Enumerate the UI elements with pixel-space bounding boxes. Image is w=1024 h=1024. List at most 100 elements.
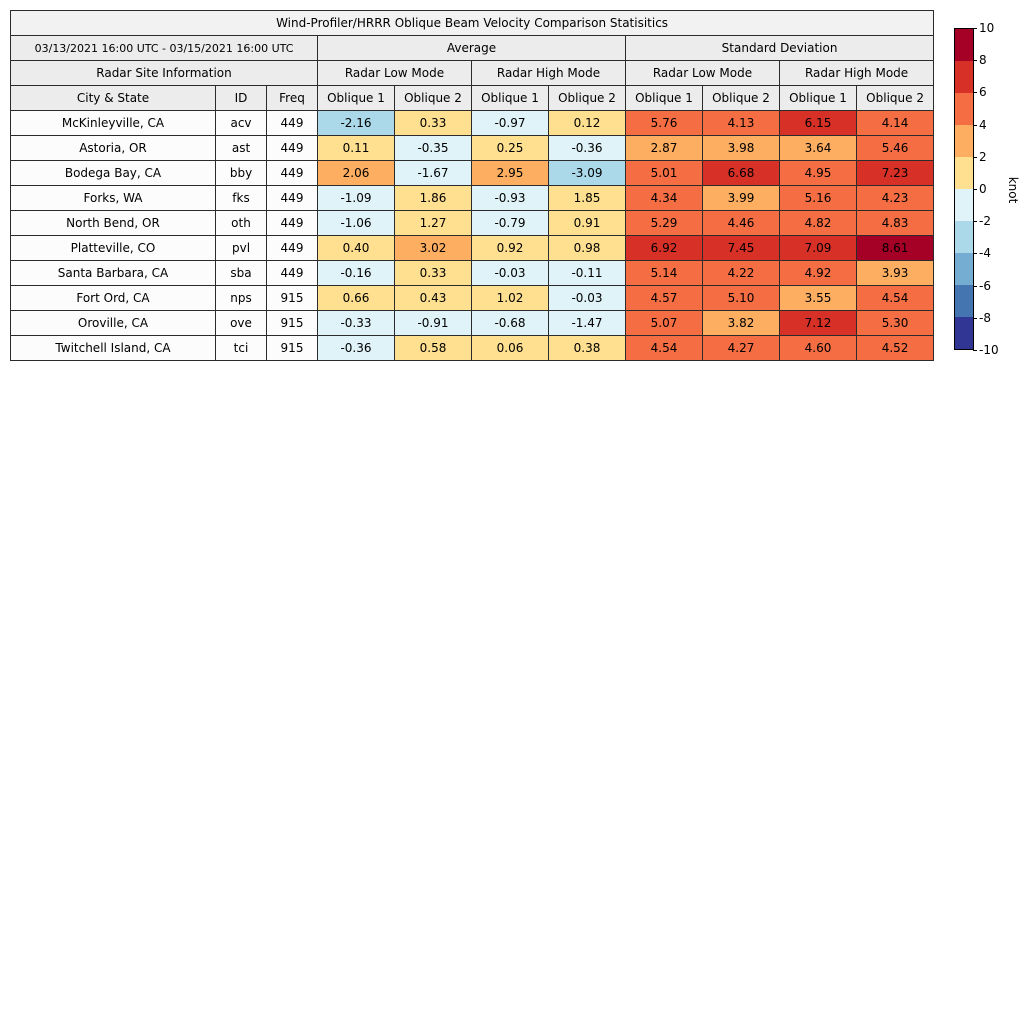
freq-cell: 449 [266, 235, 318, 261]
city-cell: Forks, WA [10, 185, 216, 211]
city-cell: Santa Barbara, CA [10, 260, 216, 286]
value-cell: 3.64 [779, 135, 857, 161]
value-cell: 3.02 [394, 235, 472, 261]
city-cell: North Bend, OR [10, 210, 216, 236]
value-cell: 4.54 [625, 335, 703, 361]
value-cell: -0.33 [317, 310, 395, 336]
value-cell: 5.01 [625, 160, 703, 186]
city-cell: McKinleyville, CA [10, 110, 216, 136]
value-cell: 0.98 [548, 235, 626, 261]
value-cell: -0.03 [471, 260, 549, 286]
colorbar-tick-label: 4 [973, 117, 987, 132]
value-cell: 0.43 [394, 285, 472, 311]
value-cell: 4.27 [702, 335, 780, 361]
colorbar-tick-label: -8 [973, 310, 991, 325]
value-cell: -0.79 [471, 210, 549, 236]
value-cell: 7.09 [779, 235, 857, 261]
id-cell: nps [215, 285, 267, 311]
col-header-oblique2: Oblique 2 [702, 85, 780, 111]
id-cell: ove [215, 310, 267, 336]
value-cell: -1.67 [394, 160, 472, 186]
value-cell: 6.92 [625, 235, 703, 261]
date-range: 03/13/2021 16:00 UTC - 03/15/2021 16:00 … [10, 35, 318, 61]
city-cell: Twitchell Island, CA [10, 335, 216, 361]
value-cell: 4.57 [625, 285, 703, 311]
value-cell: 1.02 [471, 285, 549, 311]
value-cell: 3.98 [702, 135, 780, 161]
table-row: Twitchell Island, CA tci 915 -0.36 0.58 0.06 0… [10, 335, 935, 361]
col-header-oblique2: Oblique 2 [548, 85, 626, 111]
freq-cell: 915 [266, 310, 318, 336]
value-cell: 2.06 [317, 160, 395, 186]
value-cell: 0.25 [471, 135, 549, 161]
value-cell: 4.82 [779, 210, 857, 236]
col-header-oblique1: Oblique 1 [317, 85, 395, 111]
colorbar-ticks: 10 8 6 4 2 0 -2 -4 -6 -8 -10 [972, 22, 1005, 356]
value-cell: 0.66 [317, 285, 395, 311]
col-header-freq: Freq [266, 85, 318, 111]
value-cell: 0.33 [394, 110, 472, 136]
value-cell: -0.93 [471, 185, 549, 211]
value-cell: -0.11 [548, 260, 626, 286]
title-row: Wind-Profiler/HRRR Oblique Beam Velocity… [9, 10, 935, 36]
value-cell: 5.07 [625, 310, 703, 336]
group-std-radar-low-mode: Radar Low Mode [625, 60, 780, 86]
value-cell: 0.92 [471, 235, 549, 261]
city-cell: Bodega Bay, CA [10, 160, 216, 186]
id-cell: fks [215, 185, 267, 211]
colorbar-tick-label: 0 [973, 182, 987, 196]
value-cell: 4.13 [702, 110, 780, 136]
freq-cell: 449 [266, 260, 318, 286]
value-cell: 4.60 [779, 335, 857, 361]
value-cell: -0.35 [394, 135, 472, 161]
group-header-row-2: Radar Site Information Radar Low Mode Ra… [10, 60, 935, 86]
colorbar-tick-label: 2 [973, 149, 987, 164]
value-cell: 1.86 [394, 185, 472, 211]
value-cell: 3.99 [702, 185, 780, 211]
value-cell: -1.09 [317, 185, 395, 211]
value-cell: 6.15 [779, 110, 857, 136]
value-cell: 7.23 [855, 160, 935, 186]
group-standard-deviation: Standard Deviation [624, 35, 935, 61]
value-cell: 4.54 [855, 285, 935, 311]
table-row: North Bend, OR oth 449 -1.06 1.27 -0.79 0.91 5.… [10, 210, 935, 236]
value-cell: -0.03 [548, 285, 626, 311]
value-cell: 4.46 [702, 210, 780, 236]
value-cell: -0.36 [548, 135, 626, 161]
col-header-oblique1: Oblique 1 [471, 85, 549, 111]
freq-cell: 449 [266, 110, 318, 136]
colorbar-tick-label: -10 [973, 343, 999, 357]
value-cell: 1.85 [548, 185, 626, 211]
value-cell: 5.76 [625, 110, 703, 136]
colorbar-gradient [954, 28, 974, 350]
value-cell: 5.46 [855, 135, 935, 161]
value-cell: 4.52 [855, 335, 935, 361]
col-header-oblique1: Oblique 1 [779, 85, 857, 111]
value-cell: 5.29 [625, 210, 703, 236]
value-cell: -0.16 [317, 260, 395, 286]
id-cell: tci [215, 335, 267, 361]
colorbar: 10 8 6 4 2 0 -2 -4 -6 -8 -10 knot [948, 22, 1024, 356]
table-body: McKinleyville, CA acv 449 -2.16 0.33 -0.97 0.1… [10, 110, 935, 361]
freq-cell: 449 [266, 210, 318, 236]
value-cell: 4.95 [779, 160, 857, 186]
value-cell: 4.83 [855, 210, 935, 236]
value-cell: -0.97 [471, 110, 549, 136]
value-cell: 2.95 [471, 160, 549, 186]
col-header-city-state: City & State [10, 85, 216, 111]
freq-cell: 449 [266, 160, 318, 186]
value-cell: 3.82 [702, 310, 780, 336]
col-header-oblique2: Oblique 2 [855, 85, 935, 111]
value-cell: -1.06 [317, 210, 395, 236]
city-cell: Astoria, OR [10, 135, 216, 161]
value-cell: 0.33 [394, 260, 472, 286]
table-row: McKinleyville, CA acv 449 -2.16 0.33 -0.97 0.1… [10, 110, 935, 136]
colorbar-tick-label: -2 [973, 214, 991, 229]
value-cell: 7.12 [779, 310, 857, 336]
table-title: Wind-Profiler/HRRR Oblique Beam Velocity… [9, 10, 935, 36]
colorbar-tick-label: 6 [973, 85, 987, 100]
value-cell: 1.27 [394, 210, 472, 236]
id-cell: ast [215, 135, 267, 161]
table-row: Astoria, OR ast 449 0.11 -0.35 0.25 -0.36 2.87 3… [10, 135, 935, 161]
group-avg-radar-low-mode: Radar Low Mode [317, 60, 472, 86]
